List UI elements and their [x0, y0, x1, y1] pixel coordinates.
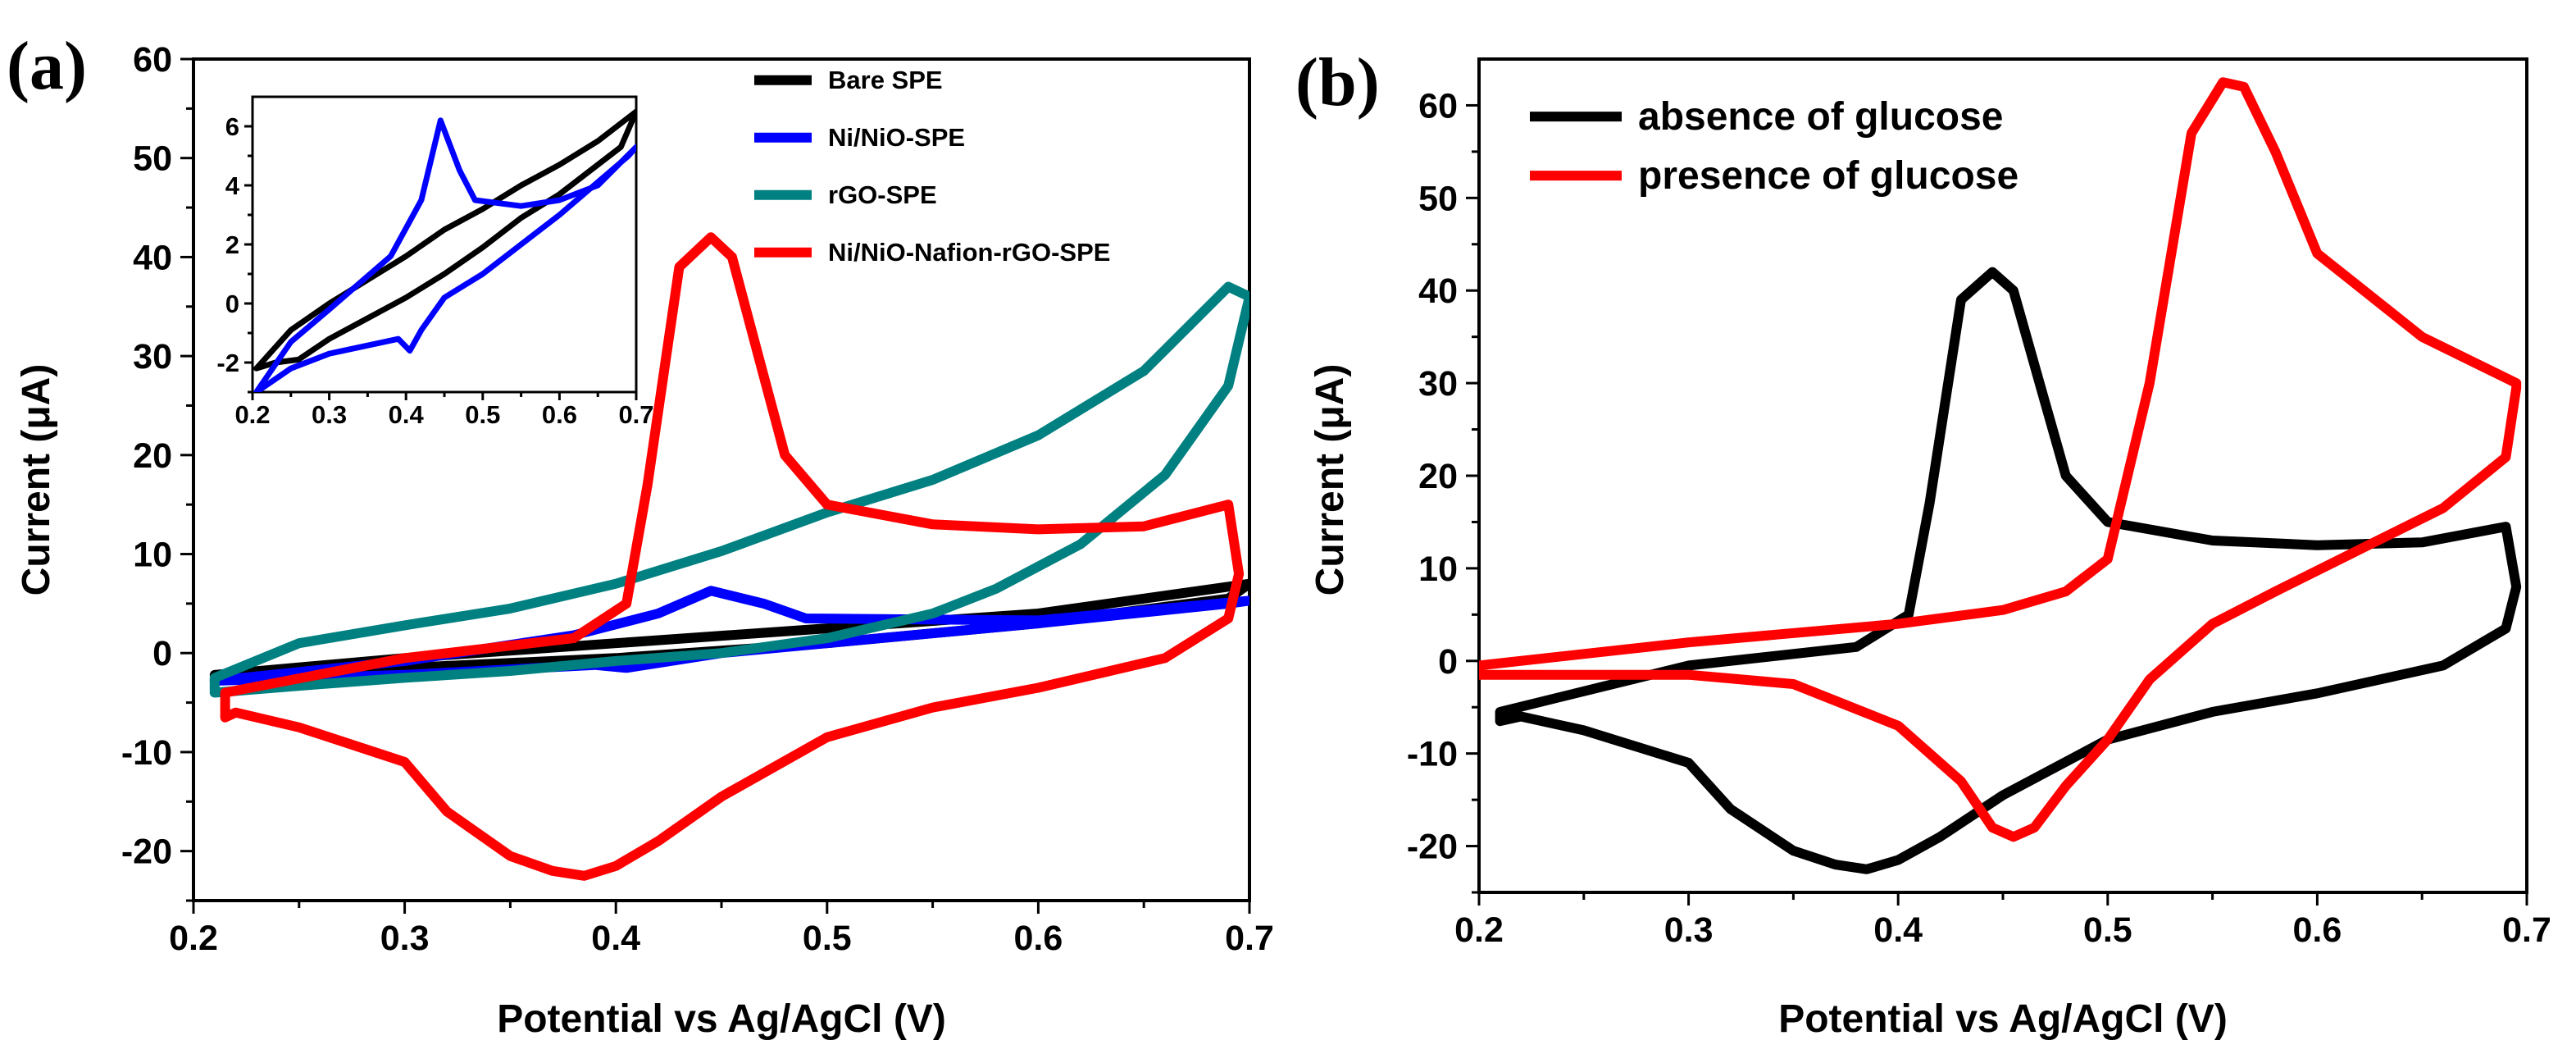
inset-x-tick-label: 0.6: [542, 400, 577, 429]
legend: Bare SPE Ni/NiO-SPE rGO-SPE Ni/NiO-Nafion-r…: [754, 66, 1110, 267]
y-tick-label: -20: [121, 833, 172, 872]
panel-a: 0.2 0.3 0.4 0.5 0.6 0.7-20-100102030405060(a)…: [7, 28, 1274, 1041]
inset-x-tick-label: 0.4: [389, 400, 425, 429]
y-tick-label: 50: [1418, 179, 1458, 218]
y-tick-label: -10: [1407, 735, 1458, 774]
x-tick-label: 0.3: [380, 919, 430, 958]
series-line-absence-of-glucose: [1495, 267, 2522, 874]
inset-y-tick-label: -2: [216, 349, 239, 377]
x-tick-label: 0.7: [1225, 919, 1274, 958]
x-tick-label: 0.5: [2083, 910, 2132, 950]
inset-x-tick-label: 0.3: [312, 400, 347, 429]
y-axis-label: Current (μA): [1308, 364, 1352, 596]
y-tick-label: 40: [1418, 271, 1458, 311]
y-tick-label: 60: [133, 40, 172, 80]
legend-label: absence of glucose: [1638, 95, 2003, 139]
inset-y-tick-label: 6: [225, 112, 239, 141]
y-tick-label: 0: [1438, 642, 1458, 682]
panel-label: (b): [1295, 44, 1380, 121]
y-tick-label: 40: [133, 238, 172, 277]
series-line-presence-of-glucose: [1479, 77, 2522, 842]
y-tick-label: 30: [133, 337, 172, 376]
legend-label: Bare SPE: [828, 66, 943, 94]
inset-x-tick-label: 0.7: [618, 400, 653, 429]
series-line-ni-nio-nafion-rgo-spe: [220, 232, 1245, 881]
series-group: [209, 232, 1249, 881]
inset-series-line-ni-nio-spe: [253, 117, 636, 392]
inset-y-tick-label: 4: [225, 171, 240, 200]
panel-b: 0.2 0.3 0.4 0.5 0.6 0.7 -20 -10 0 10 20 30 40 50 60 (b)…: [1295, 44, 2551, 1041]
x-tick-label: 0.4: [1873, 910, 1923, 950]
inset-series-line-bare-spe: [253, 108, 636, 372]
inset-x-tick-label: 0.2: [234, 400, 270, 429]
y-tick-label: 10: [133, 536, 172, 575]
series-line-ni-nio-spe: [209, 586, 1249, 686]
legend-label: Ni/NiO-SPE: [828, 123, 965, 152]
legend-label: presence of glucose: [1638, 154, 2018, 198]
y-tick-label: 20: [133, 436, 172, 476]
y-tick-label: 30: [1418, 364, 1458, 404]
y-tick-label: 0: [152, 634, 172, 673]
y-tick-label: -20: [1407, 828, 1458, 867]
inset-background: [253, 97, 636, 392]
x-axis-label: Potential vs Ag/AgCl (V): [1778, 997, 2228, 1041]
x-tick-label: 0.2: [169, 919, 218, 958]
x-tick-label: 0.3: [1664, 910, 1714, 950]
legend-label: Ni/NiO-Nafion-rGO-SPE: [828, 238, 1110, 267]
y-tick-label: 20: [1418, 457, 1458, 496]
x-tick-label: 0.7: [2502, 910, 2551, 950]
x-tick-label: 0.5: [803, 919, 852, 958]
inset-chart: 0.2 0.3 0.4 0.5 0.6 0.7 -2 0 2 4 6: [216, 95, 654, 429]
inset-y-tick-label: 0: [225, 290, 239, 318]
x-tick-label: 0.6: [2293, 910, 2342, 950]
legend: absence of glucose presence of glucose: [1530, 95, 2018, 198]
y-tick-label: 10: [1418, 550, 1458, 589]
y-tick-label: -10: [121, 733, 172, 773]
x-tick-label: 0.2: [1454, 910, 1504, 950]
inset-y-tick-label: 2: [225, 230, 239, 259]
y-tick-label: 60: [1418, 86, 1458, 125]
inset-x-tick-label: 0.5: [465, 400, 500, 429]
x-axis-label: Potential vs Ag/AgCl (V): [497, 997, 946, 1041]
x-tick-label: 0.6: [1014, 919, 1063, 958]
inset-series-group: [253, 108, 636, 392]
x-tick-label: 0.4: [591, 919, 640, 958]
legend-label: rGO-SPE: [828, 180, 937, 209]
series-line-rgo-spe: [209, 281, 1249, 698]
panel-label: (a): [7, 28, 87, 104]
y-tick-label: 50: [133, 139, 172, 179]
y-axis-label: Current (μA): [15, 364, 58, 596]
series-group: [1479, 77, 2522, 874]
